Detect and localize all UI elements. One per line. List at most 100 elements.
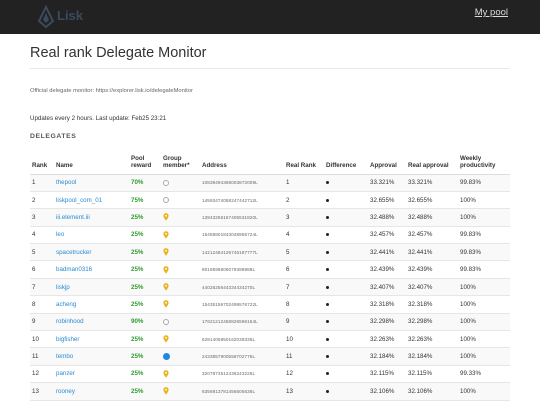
- weekly-productivity-cell: 99.83%: [458, 225, 510, 244]
- rank-cell: 1: [30, 173, 54, 192]
- name-cell: bigfisher: [54, 330, 129, 348]
- real-approval-cell: 32.263%: [406, 330, 458, 348]
- address-cell: 6281405850162039335L: [200, 330, 284, 348]
- delegate-link[interactable]: bigfisher: [56, 335, 80, 343]
- map-marker-icon: [163, 335, 169, 343]
- delegate-link[interactable]: acheng: [56, 300, 77, 308]
- delegate-link[interactable]: rooney: [56, 387, 75, 395]
- delegate-link[interactable]: robinhood: [56, 318, 84, 326]
- group-member-cell: [161, 312, 200, 331]
- group-member-cell: [161, 225, 200, 244]
- header-address[interactable]: Address: [200, 148, 284, 175]
- real-rank-cell: 4: [284, 225, 324, 244]
- delegate-link[interactable]: liskpool_com_01: [56, 196, 103, 204]
- weekly-productivity-cell: 100%: [458, 347, 510, 366]
- approval-cell: 32.106%: [368, 382, 406, 401]
- map-marker-icon: [163, 248, 169, 256]
- dot-icon: [326, 285, 329, 289]
- approval-cell: 32.488%: [368, 208, 406, 227]
- group-member-cell: [161, 330, 200, 348]
- header-real-rank[interactable]: Real Rank: [284, 148, 324, 175]
- real-rank-cell: 6: [284, 260, 324, 279]
- delegate-link[interactable]: iii.element.iii: [56, 213, 90, 221]
- name-cell: leo: [54, 225, 129, 244]
- table-row: 9 robinhood 90% 17621212458826596154L 9 32.29…: [30, 312, 510, 331]
- name-cell: tembo: [54, 347, 129, 366]
- delegate-link[interactable]: spacetrucker: [56, 248, 92, 256]
- address-cell: 4402625644334434270L: [200, 277, 284, 296]
- real-rank-cell: 13: [284, 382, 324, 401]
- real-approval-cell: 32.184%: [406, 347, 458, 366]
- dot-icon: [326, 268, 329, 272]
- delegate-link[interactable]: tembo: [56, 353, 74, 361]
- real-approval-cell: 32.407%: [406, 277, 458, 296]
- dot-icon: [326, 215, 329, 219]
- header-approval[interactable]: Approval: [368, 148, 406, 175]
- name-cell: liskjp: [54, 277, 129, 296]
- rank-cell: 11: [30, 347, 54, 366]
- address-cell: 2433857900558702776L: [200, 347, 284, 366]
- my-pool-link[interactable]: My pool: [474, 7, 508, 18]
- header-pool-reward[interactable]: Pool reward: [129, 148, 161, 175]
- real-approval-cell: 32.115%: [406, 364, 458, 383]
- delegate-link[interactable]: panzer: [56, 370, 75, 378]
- header-real-approval[interactable]: Real approval: [406, 148, 458, 175]
- name-cell: liskpool_com_01: [54, 190, 129, 209]
- header-group-member[interactable]: Group member*: [161, 148, 200, 175]
- address-cell: 14593474058247442712L: [200, 190, 284, 209]
- pool-reward-cell: 25%: [129, 295, 161, 314]
- name-cell: robinhood: [54, 312, 129, 331]
- approval-cell: 32.457%: [368, 225, 406, 244]
- real-rank-cell: 1: [284, 173, 324, 192]
- delegate-link[interactable]: liskjp: [56, 283, 70, 291]
- pool-reward-cell: 90%: [129, 312, 161, 331]
- weekly-productivity-cell: 99.83%: [458, 173, 510, 192]
- empty-circle-icon: [163, 196, 169, 203]
- map-marker-icon: [163, 283, 169, 291]
- approval-cell: 32.115%: [368, 364, 406, 383]
- difference-cell: [324, 312, 368, 331]
- weekly-productivity-cell: 100%: [458, 399, 510, 405]
- rank-cell: 13: [30, 382, 54, 401]
- header-weekly-productivity[interactable]: Weekly productivity: [458, 148, 510, 175]
- delegate-link[interactable]: badman0316: [56, 266, 93, 274]
- difference-cell: [324, 208, 368, 227]
- table-row: 6 badman0316 25% 8019598606079398988L 6 32.43…: [30, 260, 510, 279]
- difference-cell: [324, 190, 368, 209]
- delegate-link[interactable]: thepool: [56, 179, 77, 187]
- table-row: 14cc0016787154358850114790L1431.871%31.8…: [30, 399, 510, 405]
- difference-cell: [324, 382, 368, 401]
- approval-cell: 32.655%: [368, 190, 406, 209]
- difference-cell: [324, 295, 368, 314]
- real-rank-cell: 11: [284, 347, 324, 366]
- difference-cell: [324, 277, 368, 296]
- group-member-cell: [161, 173, 200, 192]
- name-cell: rooney: [54, 382, 129, 401]
- table-row: 5 spacetrucker 25% 14212484126746187777L 5 32…: [30, 243, 510, 261]
- difference-cell: [324, 173, 368, 192]
- delegates-heading: DELEGATES: [30, 133, 77, 140]
- real-approval-cell: 32.457%: [406, 225, 458, 244]
- weekly-productivity-cell: 99.83%: [458, 260, 510, 279]
- header-rank[interactable]: Rank: [30, 148, 54, 175]
- header-name[interactable]: Name: [54, 148, 129, 175]
- page-title: Real rank Delegate Monitor: [30, 45, 207, 61]
- delegate-link[interactable]: leo: [56, 231, 65, 239]
- monitor-subtitle: Official delegate monitor: https://explo…: [30, 88, 193, 94]
- lisk-logo-icon[interactable]: [36, 5, 90, 29]
- group-member-cell: [161, 382, 200, 401]
- dot-icon: [326, 372, 329, 376]
- group-member-cell: [161, 260, 200, 279]
- table-row: 12 panzer 25% 3207673512436243226L 12 32.115%…: [30, 364, 510, 383]
- logo-text[interactable]: Lisk: [57, 8, 84, 23]
- blue-circle-icon: [163, 353, 170, 361]
- update-info: Updates every 2 hours. Last update: Feb2…: [30, 115, 167, 122]
- group-member-cell: [161, 277, 200, 296]
- difference-cell: [324, 330, 368, 348]
- group-member-cell: [161, 399, 200, 405]
- dot-icon: [326, 250, 329, 254]
- dot-icon: [326, 389, 329, 393]
- difference-cell: [324, 225, 368, 244]
- real-approval-cell: 32.318%: [406, 295, 458, 314]
- header-difference[interactable]: Difference: [324, 148, 368, 175]
